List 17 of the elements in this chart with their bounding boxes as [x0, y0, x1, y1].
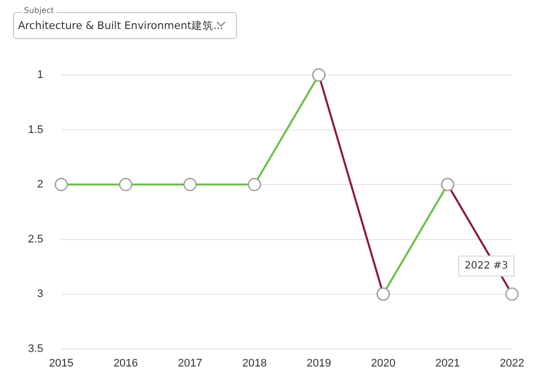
x-tick-label: 2019: [306, 357, 332, 370]
y-tick-label: 1.5: [28, 124, 44, 136]
y-tick-label: 2: [37, 178, 44, 191]
x-tick-label: 2020: [370, 357, 396, 370]
x-tick-label: 2015: [49, 357, 74, 370]
x-tick-label: 2018: [242, 357, 267, 370]
y-tick-label: 2.5: [28, 233, 44, 246]
x-tick-label: 2016: [113, 357, 138, 370]
x-tick-label: 2021: [435, 357, 460, 370]
y-tick-label: 1: [37, 69, 44, 82]
y-tick-label: 3.5: [28, 342, 44, 355]
x-tick-label: 2022: [500, 357, 524, 370]
y-tick-label: 3: [37, 288, 44, 300]
text: Architecture & Built Environment建筑...: [18, 19, 224, 33]
x-tick-label: 2017: [178, 357, 202, 370]
annotation: 2022 #3: [464, 260, 508, 272]
text: Subject: [22, 6, 56, 15]
